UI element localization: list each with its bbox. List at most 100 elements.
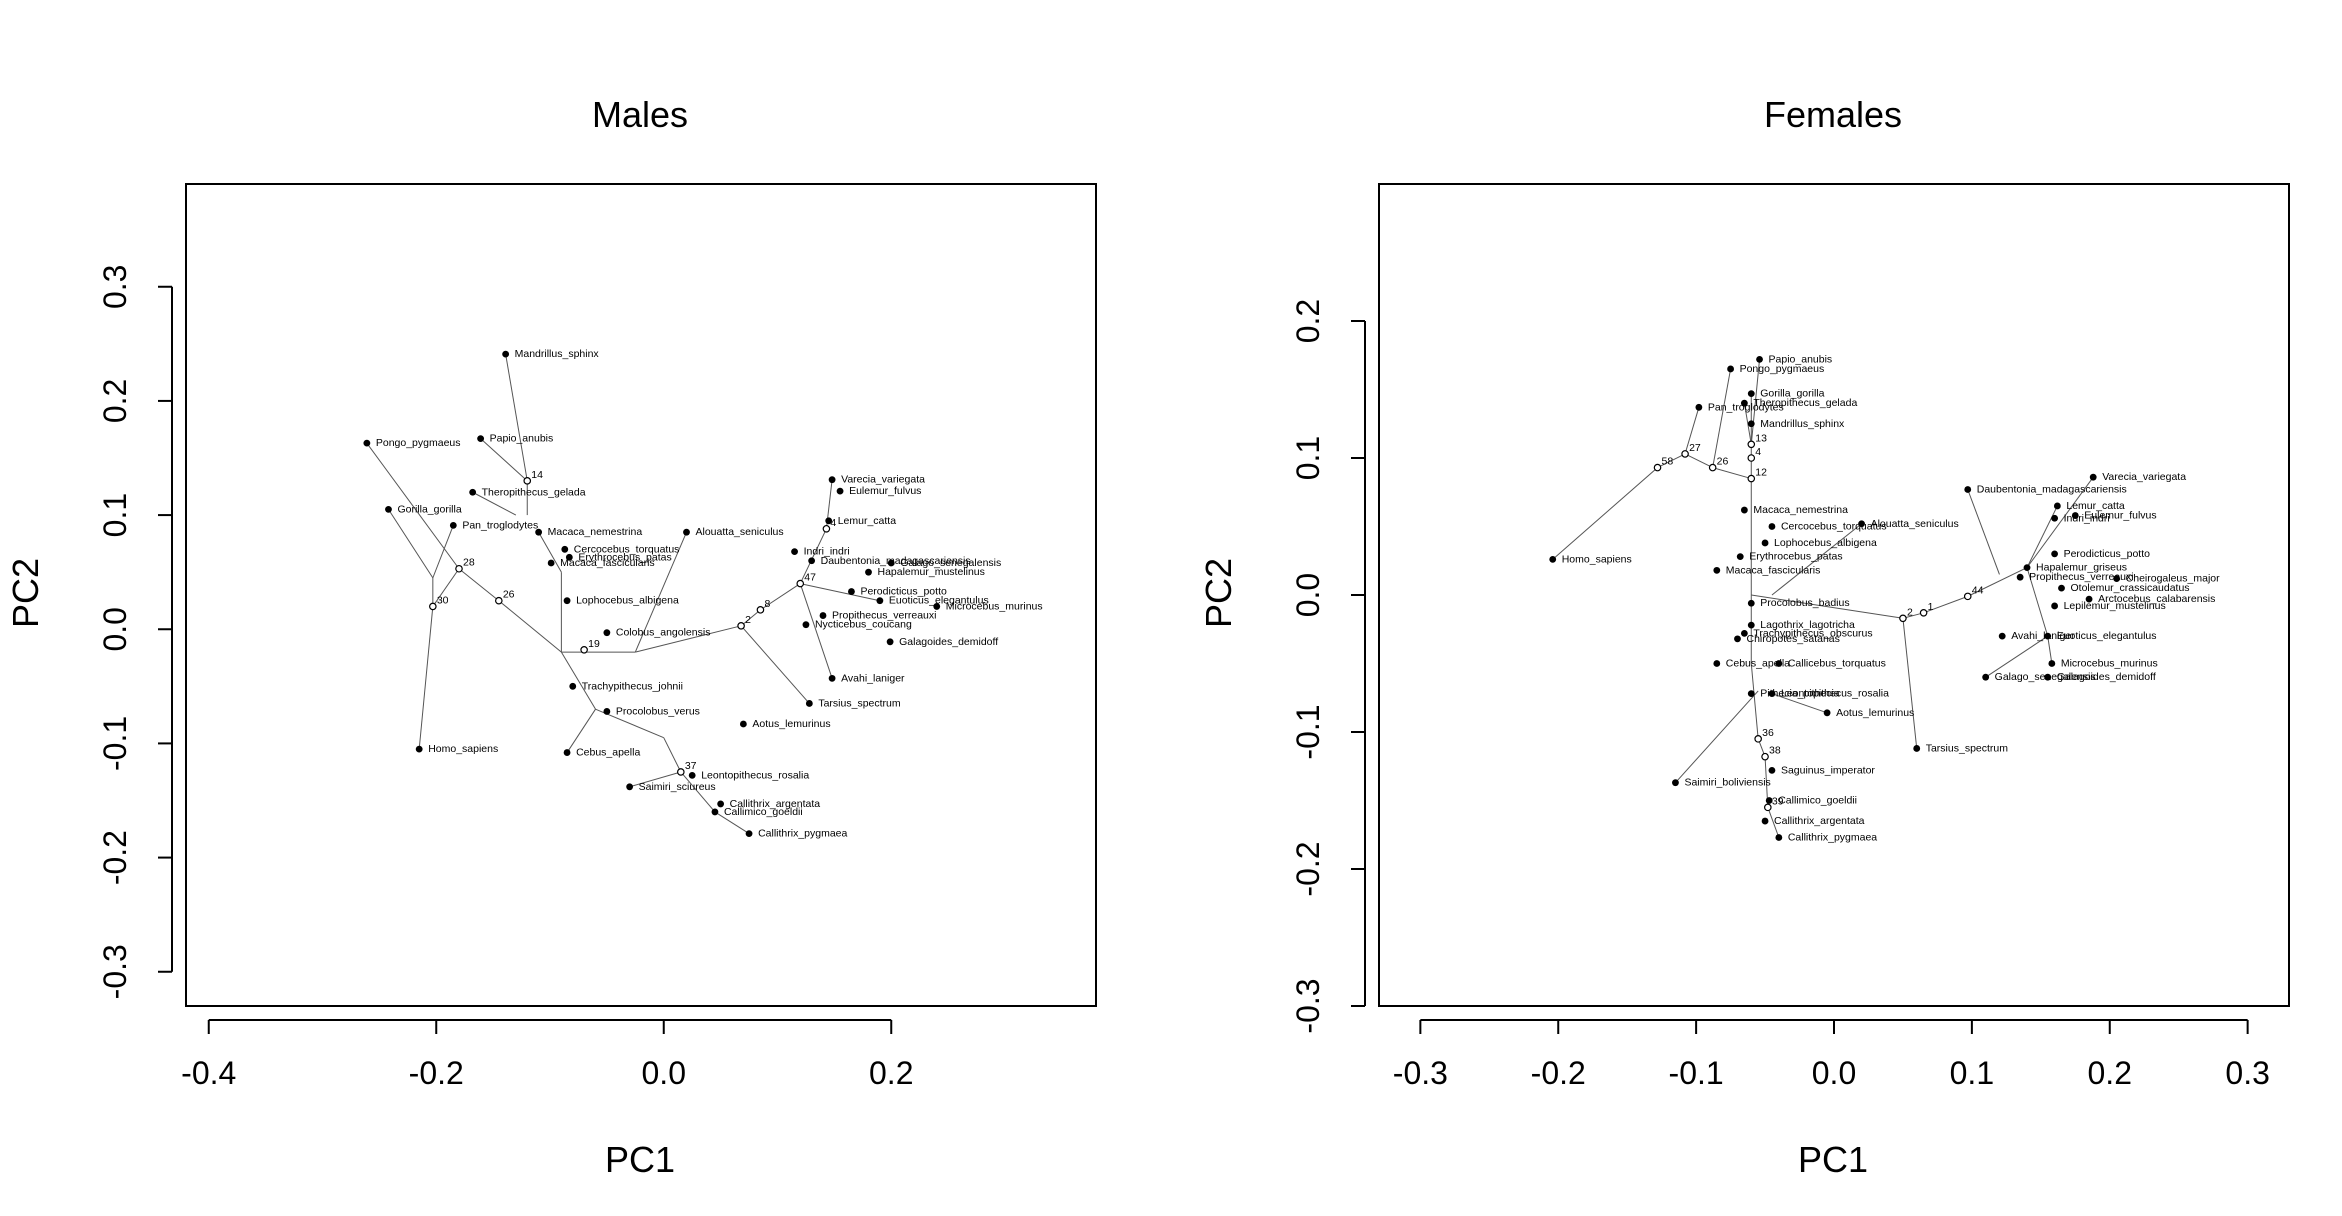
species-label: Hapalemur_griseus	[2036, 562, 2127, 574]
tree-node	[1761, 752, 1769, 761]
species-point	[2058, 584, 2065, 592]
species-point	[802, 621, 810, 629]
tree-edge	[388, 509, 434, 579]
species-point	[1768, 523, 1776, 530]
species-point	[363, 439, 371, 447]
y-tick-label: 0.0	[1290, 573, 1326, 617]
species-label: Gorilla_gorilla	[397, 503, 461, 515]
tree-edge	[740, 609, 761, 627]
species-label: Avahi_laniger	[2011, 630, 2075, 642]
tree-node-label: 13	[1755, 432, 1767, 444]
males-tree-edges	[366, 354, 880, 835]
species-point	[2085, 595, 2093, 603]
species-label: Colobus_angolensis	[616, 627, 711, 639]
species-label: Lophocebus_albigena	[1774, 537, 1877, 549]
tree-node	[1764, 803, 1772, 812]
species-label: Arctocebus_calabarensis	[2098, 593, 2215, 605]
tree-edge	[680, 771, 716, 813]
species-point	[2053, 502, 2061, 510]
species-point	[1982, 673, 1990, 681]
tree-edge	[432, 525, 454, 579]
species-label: Erythrocebus_patas	[578, 551, 671, 563]
species-point	[1913, 745, 1921, 752]
species-label: Trachypithecus_johnii	[582, 680, 683, 692]
males-species-points: Mandrillus_sphinx Pongo_pygmaeus Papio_anu…	[363, 348, 1043, 840]
species-label: Procolobus_badius	[1760, 597, 1849, 609]
tree-edge	[800, 583, 880, 602]
species-label: Avahi_laniger	[841, 672, 905, 684]
species-point	[1761, 817, 1769, 825]
tree-node	[737, 622, 745, 630]
tree-node-label: 2	[745, 614, 751, 626]
species-point	[828, 476, 836, 484]
males-x-axis-label: PC1	[605, 1139, 675, 1180]
tree-node-label: 44	[1972, 584, 1984, 596]
tree-edge	[663, 737, 682, 773]
y-tick-label: 0.1	[1290, 436, 1326, 480]
species-label: Nycticebus_coucang	[815, 619, 912, 631]
species-point	[1768, 766, 1776, 774]
tree-edge	[760, 583, 801, 611]
tree-node-label: 47	[804, 572, 816, 584]
tree-node	[1899, 614, 1907, 623]
species-point	[711, 808, 719, 816]
females-panel: Females PC1 PC2 13 4 27 26 58 12 2 1 44 36 38 39 Pa…	[1198, 94, 2290, 1180]
species-label: Perodicticus_potto	[2064, 548, 2151, 560]
species-point	[1747, 390, 1755, 398]
species-label: Aotus_lemurinus	[1836, 707, 1914, 719]
species-label: Pan_troglodytes	[462, 519, 538, 531]
species-point	[563, 749, 571, 756]
species-label: Leontopithecus_rosalia	[701, 769, 809, 781]
tree-node-label: 27	[1689, 442, 1701, 454]
females-y-axis-label: PC2	[1198, 558, 1239, 628]
species-point	[2051, 602, 2059, 610]
tree-edge	[635, 625, 742, 653]
tree-node	[1754, 735, 1762, 743]
species-label: Galago_senegalensis	[900, 557, 1001, 569]
species-label: Microcebus_murinus	[2061, 658, 2158, 670]
females-x-ticks: -0.3 -0.2 -0.1 0.0 0.1 0.2 0.3	[1393, 1019, 2270, 1091]
species-point	[1775, 660, 1783, 667]
species-label: Chiropotes_satanas	[1746, 633, 1839, 645]
species-point	[469, 488, 477, 496]
species-label: Callicebus_torquatus	[1788, 658, 1886, 670]
tree-edge	[1767, 807, 1780, 838]
tree-node	[756, 606, 765, 614]
tree-node-label: 39	[1772, 795, 1784, 807]
tree-edge	[634, 532, 687, 653]
species-point	[1761, 539, 1769, 547]
tree-node	[455, 564, 463, 573]
tree-edge	[505, 354, 528, 481]
species-label: Mandrillus_sphinx	[1760, 418, 1845, 430]
tree-edge	[799, 528, 827, 584]
species-label: Euoticus_elegantulus	[889, 595, 989, 607]
species-label: Trachypithecus_obscurus	[1753, 627, 1872, 639]
species-point	[836, 487, 844, 495]
tree-node	[1963, 592, 1972, 601]
species-label: Leontopithecus_rosalia	[1781, 688, 1889, 700]
species-point	[1747, 690, 1755, 698]
species-label: Macaca_nemestrina	[1753, 504, 1848, 516]
tree-edge	[458, 568, 500, 602]
y-tick-label: -0.1	[97, 716, 133, 771]
species-label: Perodicticus_potto	[860, 586, 947, 598]
tree-node-label: 30	[437, 594, 449, 606]
tree-node-label: 19	[588, 638, 600, 650]
tree-node-label: 28	[463, 557, 475, 569]
species-label: Lophocebus_albigena	[576, 595, 679, 607]
x-tick-label: -0.2	[409, 1055, 464, 1091]
species-point	[876, 597, 884, 605]
x-tick-label: -0.1	[1669, 1055, 1724, 1091]
species-label: Saimiri_boliviensis	[1684, 777, 1770, 789]
species-point	[565, 553, 573, 561]
tree-edge	[1967, 489, 2000, 575]
species-point	[1998, 632, 2006, 640]
species-label: Indri_indri	[2064, 512, 2110, 524]
species-label: Theropithecus_gelada	[482, 486, 586, 498]
tree-node	[1747, 440, 1756, 449]
species-point	[603, 708, 611, 715]
x-tick-label: 0.2	[2088, 1055, 2132, 1091]
species-label: Callithrix_pygmaea	[758, 828, 847, 840]
species-point	[2023, 564, 2031, 571]
